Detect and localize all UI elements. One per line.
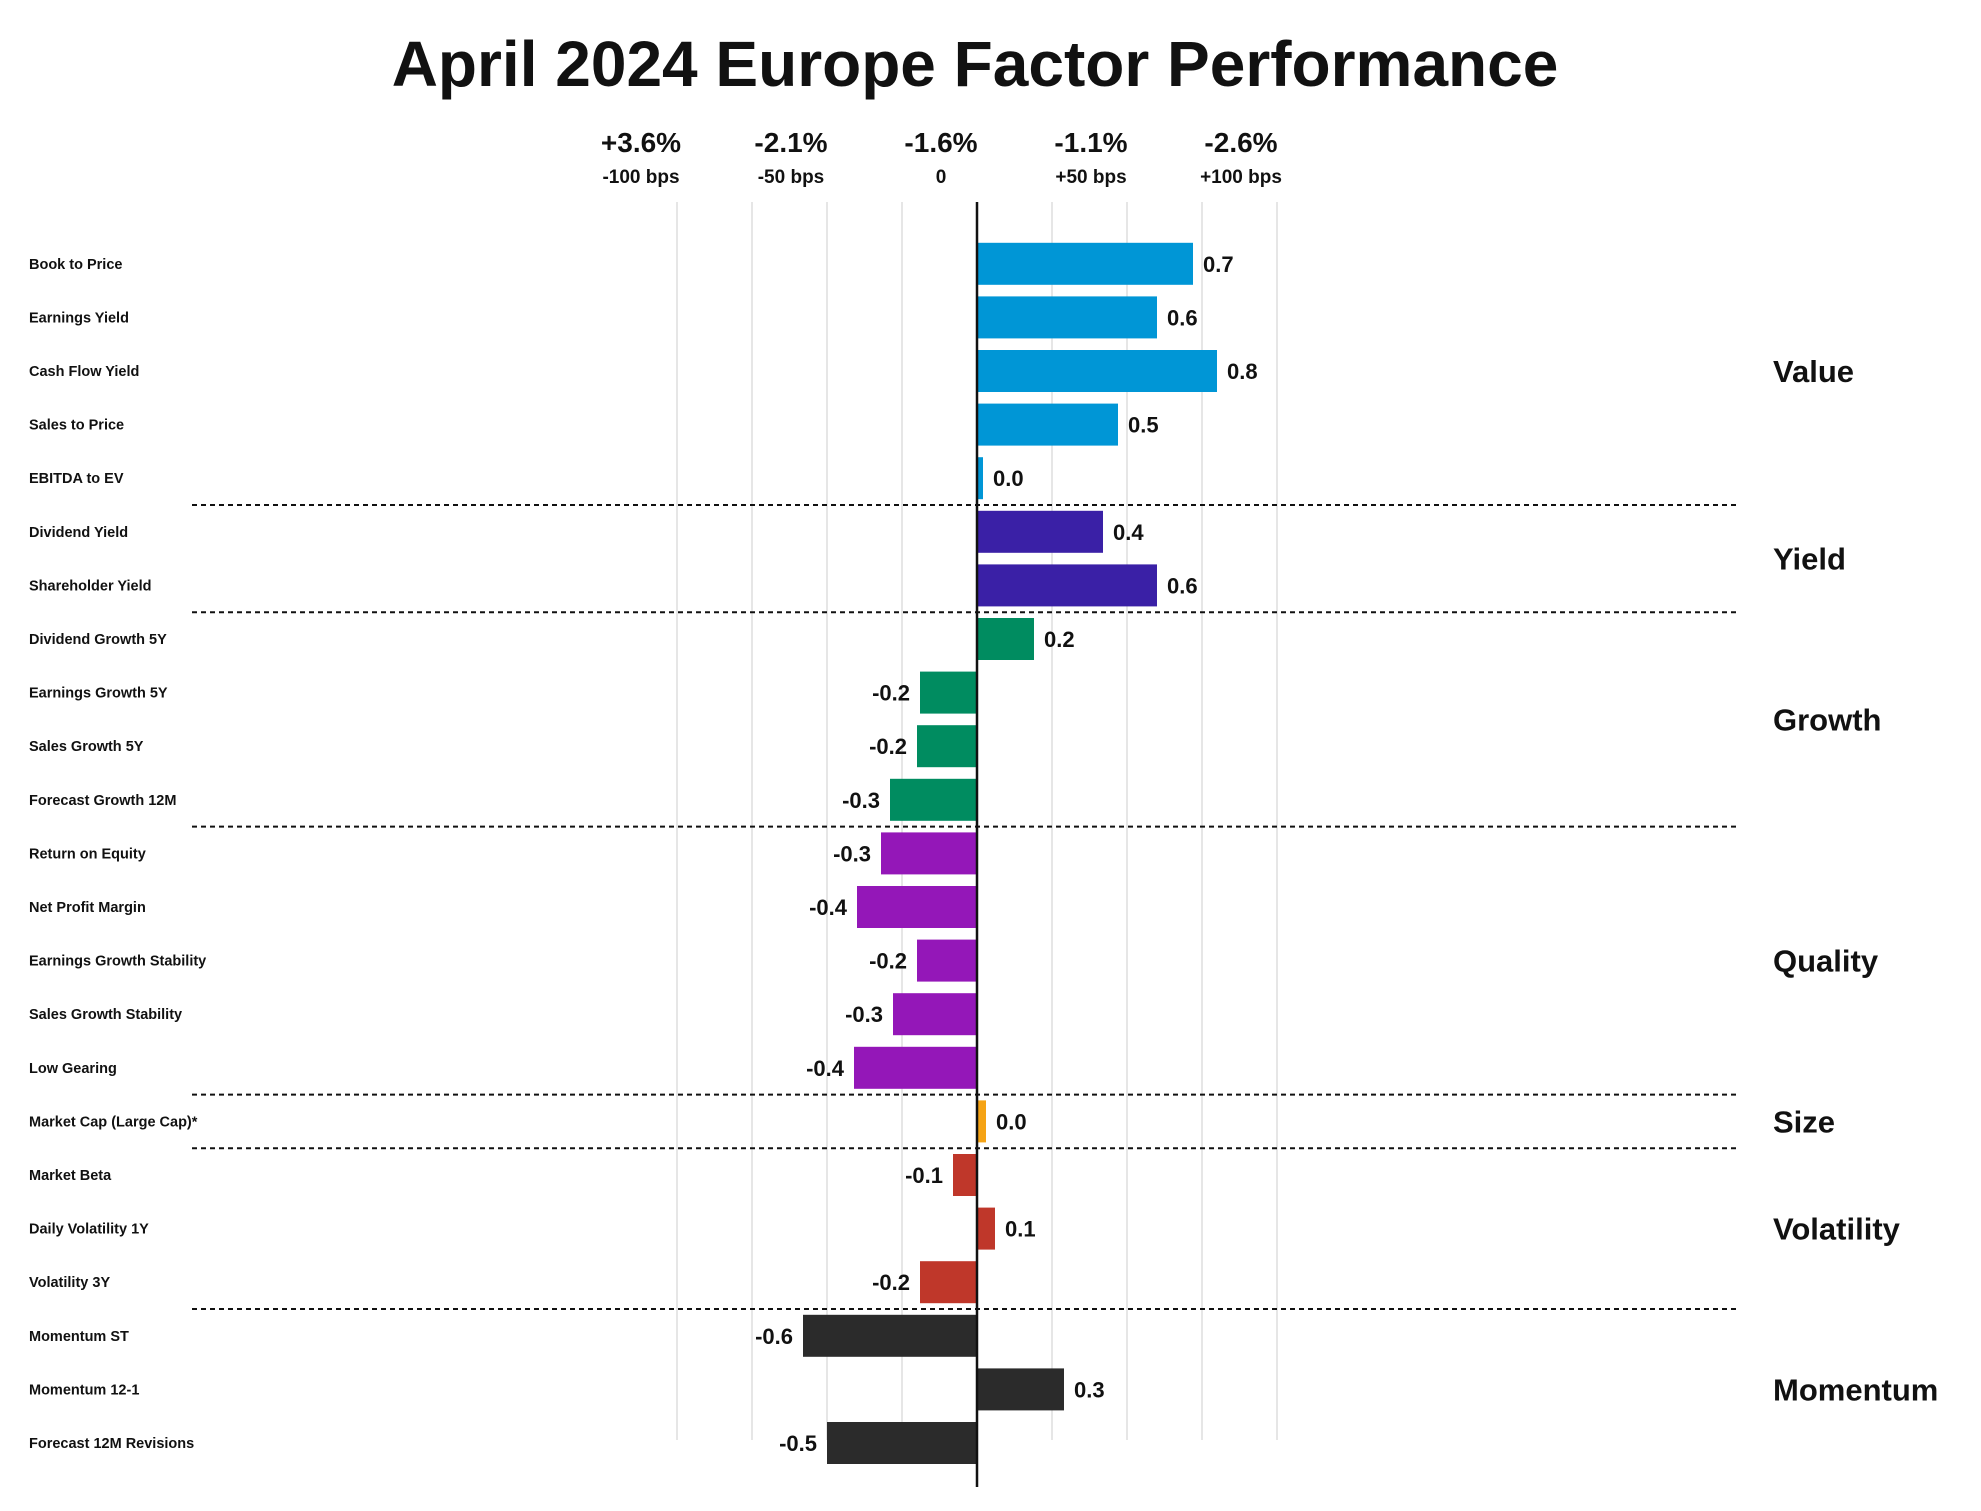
chart-title: April 2024 Europe Factor Performance xyxy=(392,28,1559,100)
bar xyxy=(977,242,1193,285)
top-axis-value: -2.6% xyxy=(1204,127,1277,158)
value-label: -0.5 xyxy=(779,1431,817,1456)
value-label: 0.3 xyxy=(1074,1377,1105,1402)
bar xyxy=(977,1207,995,1250)
group-label: Volatility xyxy=(1773,1212,1901,1247)
row-label: Momentum ST xyxy=(29,1329,129,1345)
group-label: Value xyxy=(1773,354,1854,389)
row-label: Earnings Growth Stability xyxy=(29,954,206,970)
bar xyxy=(977,510,1103,553)
value-label: -0.3 xyxy=(845,1002,883,1027)
top-axis-bps: -100 bps xyxy=(602,167,679,188)
value-label: 0.6 xyxy=(1167,305,1198,330)
group-separators xyxy=(192,504,1737,1310)
row-label: Book to Price xyxy=(29,257,122,273)
row-label: Net Profit Margin xyxy=(29,900,146,916)
row-label: Market Cap (Large Cap)* xyxy=(29,1114,198,1130)
bar xyxy=(917,939,977,982)
row-label: Market Beta xyxy=(29,1168,112,1184)
row-label: Low Gearing xyxy=(29,1061,117,1077)
bar xyxy=(827,1422,977,1464)
row-label: Daily Volatility 1Y xyxy=(29,1222,149,1238)
value-label: -0.2 xyxy=(869,734,907,759)
value-label: -0.4 xyxy=(806,1056,845,1081)
group-labels: Value Yield Growth Quality Size Volatility Mom… xyxy=(1773,354,1938,1407)
row-label: Volatility 3Y xyxy=(29,1275,110,1291)
top-axis-value: -1.6% xyxy=(904,127,977,158)
row-label: Momentum 12-1 xyxy=(29,1382,139,1398)
value-label: 0.0 xyxy=(996,1109,1027,1134)
top-axis-bps: +50 bps xyxy=(1055,167,1126,188)
row-label: EBITDA to EV xyxy=(29,471,124,487)
value-label: -0.6 xyxy=(755,1324,793,1349)
row-labels: Book to Price Earnings Yield Cash Flow Yie… xyxy=(29,257,206,1452)
group-label: Momentum xyxy=(1773,1372,1938,1407)
top-axis: +3.6% -100 bps -2.1% -50 bps -1.6% 0 -1.1% +50 … xyxy=(601,127,1282,188)
value-label: -0.2 xyxy=(869,949,907,974)
group-label: Yield xyxy=(1773,542,1846,577)
group-label: Size xyxy=(1773,1104,1835,1139)
value-label: 0.5 xyxy=(1128,413,1159,438)
row-label: Earnings Growth 5Y xyxy=(29,686,168,702)
bar xyxy=(917,725,977,768)
value-label: -0.2 xyxy=(872,1270,910,1295)
top-axis-bps: +100 bps xyxy=(1200,167,1282,188)
bar xyxy=(977,457,983,500)
row-label: Sales to Price xyxy=(29,418,124,434)
row-label: Earnings Yield xyxy=(29,310,129,326)
bar xyxy=(977,403,1118,446)
top-axis-bps: -50 bps xyxy=(758,167,825,188)
bar xyxy=(881,832,977,875)
row-label: Shareholder Yield xyxy=(29,578,152,594)
top-axis-bps: 0 xyxy=(936,167,947,188)
row-label: Forecast 12M Revisions xyxy=(29,1436,194,1452)
bar xyxy=(803,1314,977,1357)
row-label: Forecast Growth 12M xyxy=(29,793,176,809)
value-label: 0.7 xyxy=(1203,252,1234,277)
bar xyxy=(977,1100,986,1143)
bar xyxy=(977,350,1217,392)
top-axis-value: +3.6% xyxy=(601,127,681,158)
bar xyxy=(953,1154,977,1196)
row-label: Cash Flow Yield xyxy=(29,364,139,380)
bar xyxy=(857,886,977,928)
bar xyxy=(977,618,1034,660)
row-label: Dividend Yield xyxy=(29,525,128,541)
bar xyxy=(920,671,977,714)
bar xyxy=(854,1046,977,1089)
row-label: Sales Growth 5Y xyxy=(29,739,144,755)
value-label: 0.1 xyxy=(1005,1217,1036,1242)
value-label: 0.8 xyxy=(1227,359,1258,384)
row-label: Return on Equity xyxy=(29,846,146,862)
bar xyxy=(920,1261,977,1304)
value-label: 0.6 xyxy=(1167,573,1198,598)
bar xyxy=(977,564,1157,607)
value-label: -0.1 xyxy=(905,1163,943,1188)
bar xyxy=(893,993,977,1036)
value-label: 0.2 xyxy=(1044,627,1075,652)
row-label: Dividend Growth 5Y xyxy=(29,632,167,648)
top-axis-value: -1.1% xyxy=(1054,127,1127,158)
value-labels: 0.7 0.6 0.8 0.5 0.0 0.4 0.6 0.2 -0.2 -0.2 -0.3 -0.3… xyxy=(755,252,1258,1456)
group-label: Quality xyxy=(1773,944,1879,979)
top-axis-value: -2.1% xyxy=(754,127,827,158)
row-label: Sales Growth Stability xyxy=(29,1007,182,1023)
bar xyxy=(890,778,977,821)
value-label: 0.4 xyxy=(1113,520,1144,545)
group-label: Growth xyxy=(1773,702,1882,737)
value-label: -0.2 xyxy=(872,681,910,706)
value-label: -0.4 xyxy=(809,895,848,920)
bar xyxy=(977,296,1157,339)
bar xyxy=(977,1368,1064,1411)
value-label: -0.3 xyxy=(833,841,871,866)
value-label: 0.0 xyxy=(993,466,1024,491)
bars xyxy=(803,242,1217,1464)
value-label: -0.3 xyxy=(842,788,880,813)
